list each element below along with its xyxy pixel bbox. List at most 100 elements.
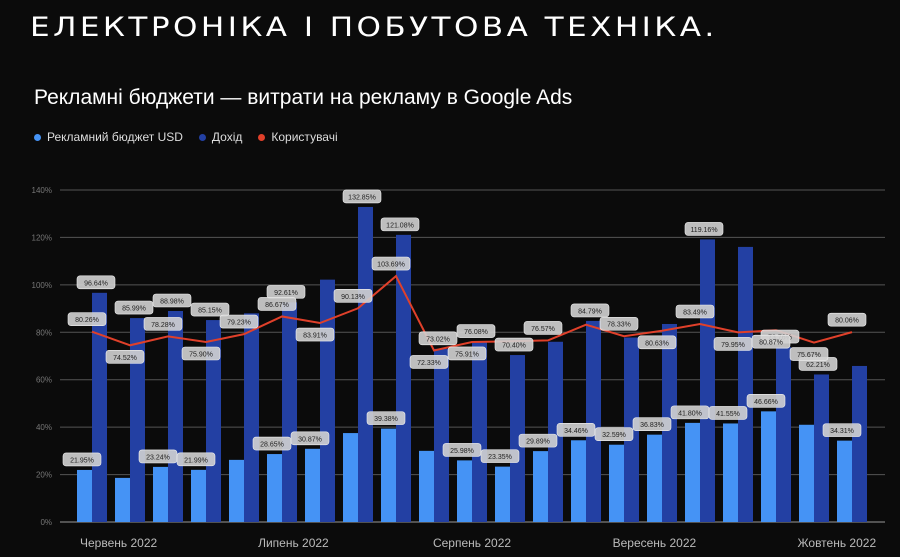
bar-revenue: [320, 279, 335, 522]
y-tick-label: 100%: [32, 281, 52, 290]
data-label-box: [76, 275, 116, 290]
data-label-text: 62.21%: [806, 362, 830, 369]
data-label-text: 41.55%: [716, 411, 740, 418]
data-label-revenue: 88.98%: [152, 293, 192, 308]
data-label-text: 74.52%: [113, 355, 137, 362]
data-label-revenue: 132.85%: [342, 189, 382, 204]
data-label-text: 85.99%: [122, 306, 146, 313]
bar-revenue: [776, 347, 791, 522]
bar-budget: [229, 459, 244, 522]
data-label-users: 80.06%: [827, 312, 867, 327]
legend-label: Дохід: [211, 130, 243, 144]
data-label-box: [380, 217, 420, 232]
data-label-users: 75.90%: [181, 346, 221, 361]
data-label-text: 21.99%: [184, 457, 208, 464]
data-label-text: 103.69%: [377, 262, 405, 269]
bar-budget: [343, 433, 358, 522]
data-label-text: 86.67%: [265, 302, 289, 309]
bar-revenue: [434, 348, 449, 522]
data-label-text: 85.15%: [198, 308, 222, 315]
data-label-text: 39.38%: [374, 416, 398, 423]
data-label-text: 78.33%: [607, 322, 631, 329]
bar-budget: [685, 422, 700, 522]
y-tick-label: 0%: [40, 518, 52, 527]
data-label-budget: 29.89%: [518, 433, 558, 448]
data-label-box: [570, 303, 610, 318]
data-label-budget: 41.55%: [708, 406, 748, 420]
x-tick-label: Червень 2022: [80, 536, 157, 550]
data-label-box: [342, 189, 382, 204]
data-label-text: 70.40%: [502, 343, 526, 350]
bar-budget: [381, 428, 396, 522]
legend-dot-icon: [198, 133, 206, 141]
y-tick-label: 60%: [36, 376, 52, 385]
bar-revenue: [472, 341, 487, 522]
data-label-text: 80.87%: [759, 340, 783, 347]
data-label-revenue: 119.16%: [684, 222, 724, 236]
data-label-users: 72.33%: [409, 355, 449, 369]
data-label-box: [290, 431, 330, 446]
legend-dot-icon: [34, 133, 41, 141]
data-label-text: 36.83%: [640, 422, 664, 429]
data-label-revenue: 96.64%: [76, 275, 116, 290]
data-label-box: [684, 222, 724, 236]
data-label-text: 29.89%: [526, 439, 550, 446]
data-label-text: 132.85%: [348, 194, 376, 201]
data-label-text: 73.02%: [426, 336, 450, 343]
bar-revenue: [130, 318, 145, 522]
data-label-text: 76.57%: [531, 326, 555, 333]
data-label-text: 84.79%: [578, 308, 602, 315]
data-label-users: 75.67%: [789, 347, 829, 361]
legend-item-revenue: Дохід: [198, 130, 243, 144]
data-label-text: 21.95%: [70, 457, 94, 464]
data-label-box: [418, 331, 458, 346]
data-label-box: [518, 433, 558, 448]
bar-revenue: [92, 292, 107, 522]
data-label-budget: 30.87%: [290, 431, 330, 446]
data-label-box: [442, 443, 482, 457]
data-label-revenue: 92.61%: [266, 285, 306, 299]
data-label-box: [105, 349, 145, 364]
data-label-users: 80.26%: [67, 312, 107, 326]
bar-budget: [305, 448, 320, 522]
legend-item-budget: Рекламний бюджет USD: [34, 130, 183, 144]
data-label-box: [181, 346, 221, 361]
data-label-users: 83.49%: [675, 304, 715, 319]
bar-budget: [837, 440, 852, 522]
bar-budget: [457, 460, 472, 522]
data-label-text: 23.24%: [146, 454, 170, 461]
data-label-box: [333, 288, 373, 303]
bar-revenue: [738, 246, 753, 522]
data-label-budget: 23.24%: [138, 449, 178, 464]
bar-budget: [533, 451, 548, 522]
data-label-revenue: 70.40%: [494, 337, 534, 352]
bar-revenue: [814, 374, 829, 522]
data-label-text: 75.90%: [189, 352, 213, 359]
data-label-text: 75.67%: [797, 352, 821, 359]
data-label-budget: 41.80%: [670, 405, 710, 420]
data-label-revenue: 85.15%: [190, 302, 230, 317]
data-label-text: 83.91%: [303, 333, 327, 340]
legend-label: Користувачі: [271, 130, 338, 144]
bar-revenue: [852, 365, 867, 522]
data-label-text: 75.91%: [455, 351, 479, 358]
data-label-text: 25.98%: [450, 448, 474, 455]
y-tick-label: 120%: [32, 233, 52, 242]
data-label-text: 92.61%: [274, 290, 298, 297]
bar-revenue: [168, 310, 183, 522]
chart-title: Рекламні бюджети — витрати на рекламу в …: [34, 86, 573, 109]
bar-budget: [761, 411, 776, 522]
data-label-budget: 39.38%: [366, 411, 406, 425]
data-label-text: 34.31%: [830, 428, 854, 435]
data-label-text: 76.08%: [464, 329, 488, 336]
data-label-text: 80.06%: [835, 318, 859, 325]
line-users: [91, 274, 853, 352]
data-label-box: [789, 347, 829, 361]
data-label-text: 72.33%: [417, 360, 441, 367]
data-label-budget: 23.35%: [480, 449, 520, 463]
data-label-users: 80.63%: [637, 335, 677, 350]
data-label-box: [594, 427, 634, 442]
bar-revenue: [358, 206, 373, 522]
data-label-box: [143, 317, 183, 331]
data-label-users: 83.91%: [295, 327, 335, 342]
